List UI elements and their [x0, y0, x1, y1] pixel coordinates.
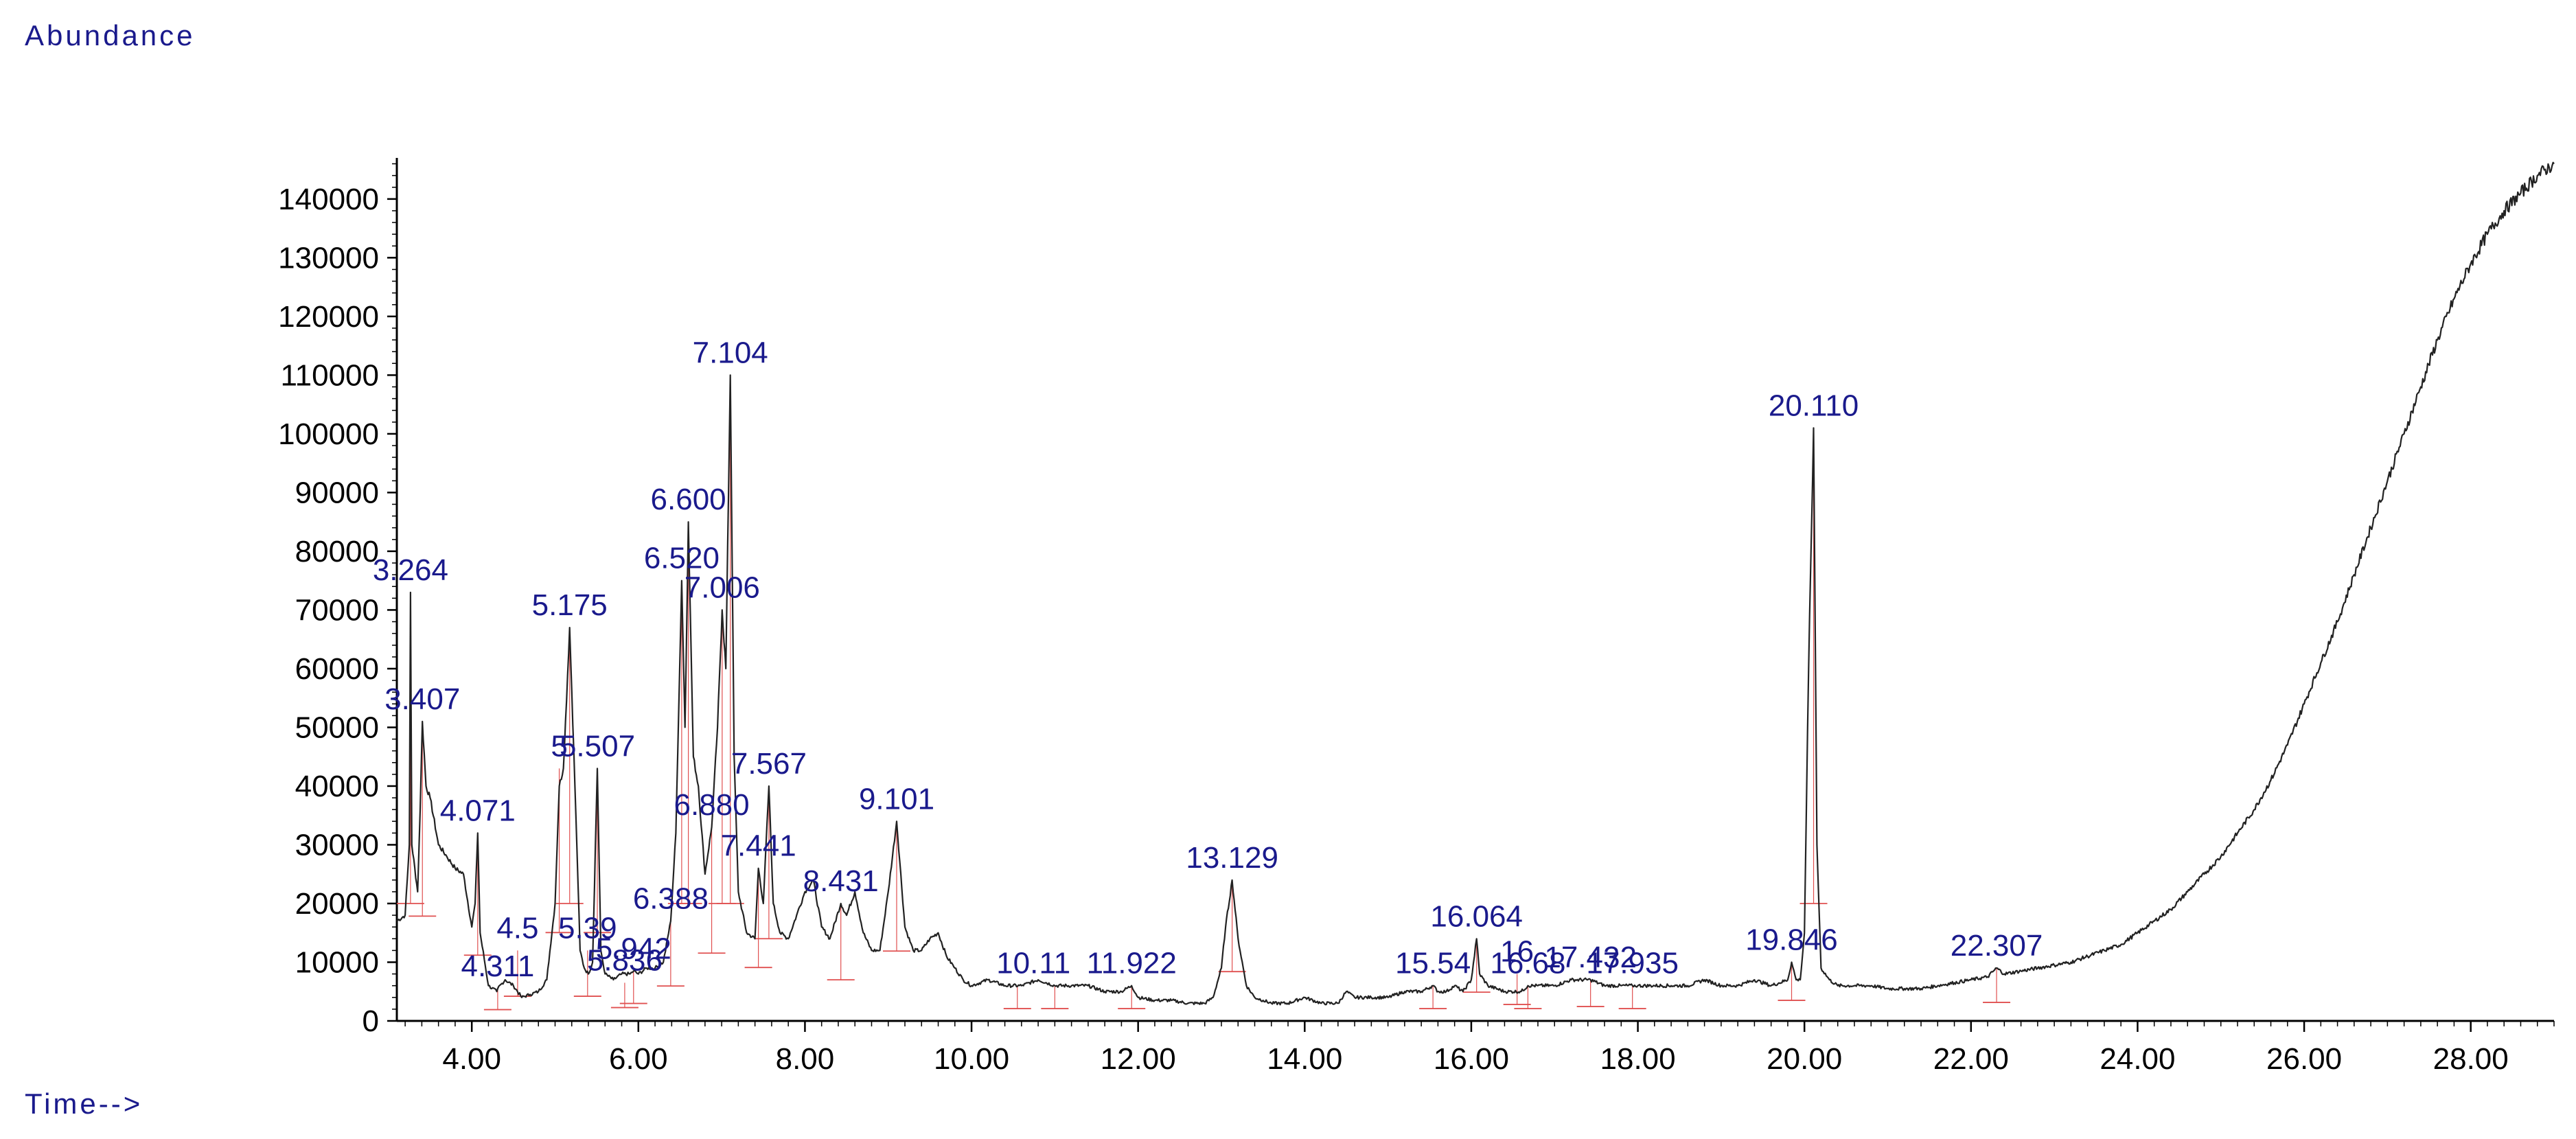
y-tick-label: 100000: [278, 417, 379, 451]
axes: [395, 158, 2554, 1022]
x-axis-title: Time-->: [25, 1088, 143, 1120]
peak-label: 6.600: [651, 483, 726, 516]
peak-label: 11.922: [1087, 947, 1177, 980]
x-tick-label: 8.00: [776, 1042, 835, 1076]
peak-label: 4.071: [440, 794, 516, 827]
peak-label: 8.431: [803, 864, 879, 898]
peak-label: 7.567: [731, 747, 807, 781]
x-axis-ticks: 4.00 6.00 8.00 10.00 12.00 14.00 16.00 18.00 20.…: [404, 1021, 2555, 1076]
x-tick-label: 16.00: [1434, 1042, 1509, 1076]
peak-label: 17.935: [1586, 947, 1679, 980]
y-tick-label: 130000: [278, 241, 379, 275]
y-tick-label: 70000: [295, 593, 379, 627]
peak-label: 6.880: [674, 788, 750, 822]
y-tick-label: 20000: [295, 887, 379, 921]
y-tick-label: 140000: [278, 183, 379, 216]
peak-label: 16.68: [1490, 947, 1565, 980]
x-tick-label: 22.00: [1933, 1042, 2009, 1076]
y-axis-ticks: 0 10000 20000 30000 40000 50000 60000 70000 8000…: [278, 163, 397, 1038]
peak-label: 10.: [996, 947, 1038, 980]
peak-label: 7.104: [693, 336, 768, 369]
peak-label: 7.006: [685, 571, 760, 604]
x-tick-label: 4.00: [442, 1042, 501, 1076]
peak-label: 6.520: [644, 542, 720, 575]
peak-label: 9.101: [859, 782, 934, 816]
chromatogram-trace: [396, 161, 2555, 1006]
y-tick-label: 60000: [295, 652, 379, 686]
peak-label: 5.942: [596, 932, 671, 965]
peak-label: 5.507: [560, 729, 635, 763]
y-tick-label: 40000: [295, 770, 379, 803]
y-tick-label: 90000: [295, 476, 379, 509]
peak-label: 13.129: [1186, 841, 1278, 875]
peak-label: 22.307: [1951, 929, 2043, 963]
y-tick-label: 110000: [280, 358, 379, 392]
x-tick-label: 26.00: [2266, 1042, 2342, 1076]
peak-label: 15.54: [1395, 947, 1471, 980]
peak-label: 7.441: [721, 829, 796, 863]
peak-label: 20.110: [1769, 389, 1859, 422]
x-tick-label: 6.00: [609, 1042, 668, 1076]
x-tick-label: 20.00: [1767, 1042, 1842, 1076]
y-tick-label: 30000: [295, 828, 379, 862]
peak-label: 11: [1039, 947, 1071, 980]
chromatogram-line: [396, 161, 2555, 1006]
y-tick-label: 50000: [295, 711, 379, 744]
x-tick-label: 18.00: [1600, 1042, 1676, 1076]
y-tick-label: 10000: [295, 945, 379, 979]
peak-label: 5.836: [587, 943, 663, 977]
peak-label: 19.846: [1745, 923, 1838, 956]
y-axis-title: Abundance: [25, 19, 196, 51]
x-tick-label: 10.00: [934, 1042, 1009, 1076]
peak-label: 5.175: [532, 588, 608, 622]
x-tick-label: 12.00: [1101, 1042, 1176, 1076]
peak-label: 3.264: [373, 553, 448, 587]
peak-label: 5.39: [558, 911, 617, 945]
peak-label: 3.407: [384, 682, 460, 716]
y-tick-label: 80000: [295, 535, 379, 568]
peak-label: 5: [551, 729, 567, 763]
peak-labels: 3.264 3.407 4.071 4.311 4.5 5 5.175 5.507 5.395.…: [373, 336, 2043, 983]
peak-label: 4.311: [461, 950, 534, 983]
x-tick-label: 14.00: [1267, 1042, 1342, 1076]
peak-label: 4.5: [496, 911, 538, 945]
peak-label: 17.432: [1544, 941, 1637, 974]
peak-label: 6.388: [633, 882, 709, 916]
peak-label: 16.064: [1430, 899, 1523, 933]
x-tick-label: 24.00: [2100, 1042, 2175, 1076]
y-tick-label: 0: [363, 1004, 379, 1038]
x-tick-label: 28.00: [2433, 1042, 2509, 1076]
y-tick-label: 120000: [278, 300, 379, 334]
peak-label: 16: [1500, 935, 1534, 969]
